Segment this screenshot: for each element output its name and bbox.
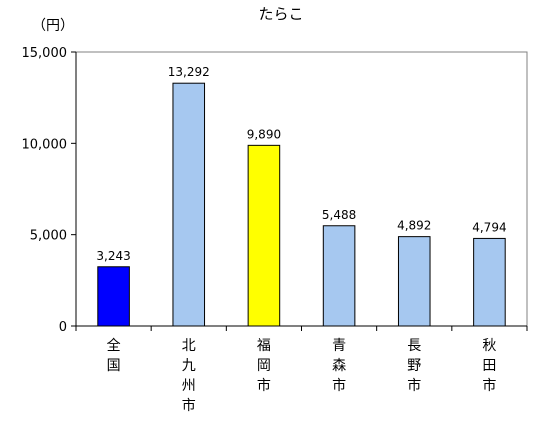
bar	[322, 225, 356, 327]
chart-title: たらこ	[258, 5, 303, 23]
plot-area: 0 5,000 10,000 15,000 3,243 全国 13,292 北九州市 9,890…	[22, 46, 528, 414]
category-label: 北九州市	[182, 338, 196, 414]
data-label: 3,243	[96, 249, 130, 263]
plot-border	[75, 51, 528, 327]
category-label: 長野市	[407, 338, 421, 394]
y-tick-label: 0	[59, 320, 67, 335]
bar	[397, 236, 431, 327]
y-tick-label: 10,000	[22, 137, 68, 152]
category-label: 青森市	[332, 338, 346, 394]
bar	[172, 82, 206, 327]
data-label: 4,794	[472, 220, 506, 234]
data-label: 9,890	[247, 127, 281, 141]
data-label: 4,892	[397, 219, 431, 233]
category-label: 全国	[107, 337, 121, 374]
category-label: 秋田市	[482, 338, 496, 394]
bar	[473, 237, 506, 327]
y-tick-label: 15,000	[22, 46, 68, 61]
data-label: 5,488	[322, 208, 356, 222]
bar	[97, 266, 130, 327]
y-tick-label: 5,000	[30, 229, 67, 244]
bar	[247, 144, 281, 327]
category-label: 福岡市	[257, 338, 271, 394]
data-label: 13,292	[168, 65, 210, 79]
y-axis-unit-label: （円）	[32, 18, 74, 34]
